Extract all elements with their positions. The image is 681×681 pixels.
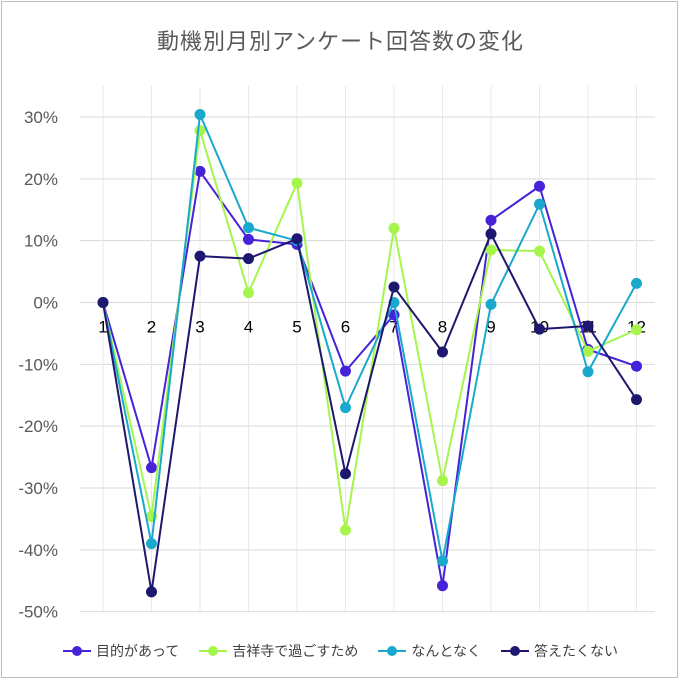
data-point [388, 222, 400, 234]
data-point [437, 475, 448, 487]
data-point [340, 468, 351, 480]
x-tick-label: 3 [195, 318, 204, 337]
legend-label: なんとなく [411, 644, 482, 660]
data-point [631, 394, 642, 406]
data-point [194, 250, 206, 262]
data-point [194, 165, 206, 177]
data-point [534, 180, 545, 192]
data-point [146, 586, 157, 598]
data-point [437, 555, 448, 567]
x-tick-label: 6 [341, 318, 350, 337]
series-line [102, 170, 637, 587]
y-tick-label: 30% [24, 108, 58, 127]
data-point [194, 125, 206, 137]
data-point [437, 346, 448, 358]
data-point [146, 462, 157, 474]
legend-label: 目的があって [95, 644, 180, 660]
data-point [243, 233, 254, 245]
x-tick-label: 9 [486, 318, 495, 337]
data-point [243, 222, 254, 234]
data-point [194, 109, 206, 121]
x-tick-label: 4 [244, 318, 253, 337]
legend-item: なんとなく [378, 641, 481, 661]
data-point [631, 324, 642, 336]
legend-item: 答えたくない [501, 641, 618, 661]
legend-label: 答えたくない [534, 644, 619, 660]
legend-swatch [62, 645, 91, 657]
data-point [437, 580, 448, 592]
data-point [631, 277, 642, 289]
x-tick-label: 8 [438, 318, 447, 337]
data-point [340, 524, 351, 536]
x-tick-label: 2 [147, 318, 156, 337]
data-point [291, 177, 303, 189]
data-point [582, 345, 594, 357]
data-point [485, 214, 497, 226]
data-point [243, 253, 254, 265]
y-tick-label: -10% [18, 355, 58, 374]
legend: 目的があって 吉祥寺で過ごすため なんとなく 答えたくない [0, 639, 681, 663]
data-point [146, 538, 157, 550]
data-point [582, 366, 594, 378]
y-tick-label: -20% [18, 417, 58, 436]
data-point [243, 287, 254, 299]
data-point [291, 233, 303, 245]
gridlines [80, 86, 655, 613]
data-point [97, 297, 109, 308]
x-tick-label: 5 [292, 318, 301, 337]
data-point [582, 320, 594, 332]
chart-title: 動機別月別アンケート回答数の変化 [156, 30, 525, 55]
y-tick-label: 10% [24, 232, 58, 251]
data-point [534, 323, 545, 335]
y-tick-label: -50% [18, 603, 58, 622]
data-point [485, 298, 497, 310]
legend-swatch [199, 645, 228, 657]
data-point [340, 365, 351, 377]
series-line [102, 232, 638, 593]
data-point [534, 198, 545, 210]
data-point [534, 245, 545, 257]
series-line [102, 129, 637, 532]
data-point [340, 402, 351, 414]
legend-item: 目的があって [62, 641, 180, 661]
series-group [97, 109, 642, 598]
legend-item: 吉祥寺で過ごすため [199, 641, 358, 661]
legend-label: 吉祥寺で過ごすため [232, 644, 359, 660]
data-point [631, 360, 642, 372]
y-tick-label: 20% [24, 170, 58, 189]
data-point [485, 244, 497, 256]
x-tick-label: 7 [389, 318, 398, 337]
data-point [485, 228, 497, 240]
series-2 [97, 125, 642, 536]
series-line [102, 113, 638, 562]
y-tick-label: -30% [18, 479, 58, 498]
y-tick-label: -40% [18, 541, 58, 560]
x-tick-label: 1 [98, 318, 107, 337]
y-tick-label: 0% [33, 294, 58, 313]
legend-swatch [378, 645, 407, 657]
data-point [388, 281, 400, 293]
legend-swatch [501, 645, 530, 657]
y-axis: 30% 20% 10% 0% -10% -20% -30% -40% -50% [18, 108, 58, 622]
series-3 [97, 109, 642, 567]
series-4 [97, 228, 642, 598]
